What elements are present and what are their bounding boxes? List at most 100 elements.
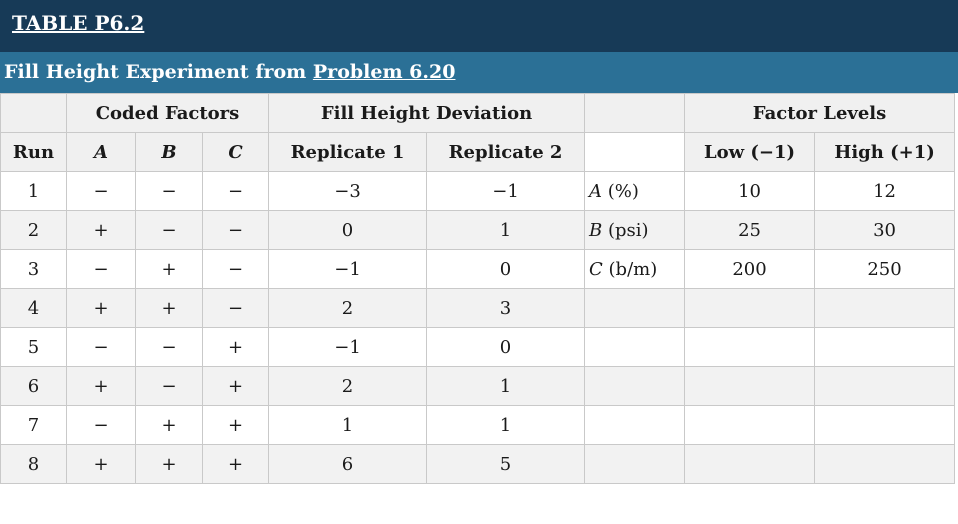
header-blank-factor-2 [584,132,686,172]
high-level-cell: 30 [814,210,956,250]
factor-b-cell: + [135,288,203,328]
header-row-1: Coded Factors Fill Height Deviation Fact… [0,93,956,133]
factor-c-cell: + [201,444,270,484]
factor-c-cell: + [201,405,270,445]
high-level-cell [814,327,956,367]
header-blank-run [0,93,67,133]
table-row: 5− − + −1 0 [0,327,956,367]
table-caption-bar: Fill Height Experiment from Problem 6.20 [0,52,958,93]
problem-link[interactable]: Problem 6.20 [312,61,456,83]
table-row: 8 + + +6 5 [0,444,956,484]
replicate-1-cell: 2 [268,288,428,328]
factor-a-cell: + [66,210,136,250]
replicate-2-cell: 0 [426,249,586,289]
replicate-2-cell: −1 [426,171,586,211]
fill-height-table: Coded Factors Fill Height Deviation Fact… [0,93,956,484]
factor-a-cell: + [66,444,136,484]
low-level-cell [684,444,816,484]
replicate-1-cell: 1 [268,405,428,445]
header-blank-factor [584,93,686,133]
low-level-cell [684,288,816,328]
factor-label-cell [584,327,686,367]
high-level-cell [814,405,956,445]
header-b: B [135,132,203,172]
factor-c-cell: + [201,327,270,367]
table-row: 7− + +1 1 [0,405,956,445]
high-level-cell [814,288,956,328]
factor-unit: (psi) [602,219,649,241]
factor-label-cell [584,405,686,445]
factor-b-cell: − [135,327,203,367]
factor-label-cell: C (b/m) [584,249,686,289]
factor-c-cell: − [201,171,270,211]
high-level-cell: 250 [814,249,956,289]
table-row: 2 + − −0 1 B (psi) 25 30 [0,210,956,250]
caption-prefix: Fill Height Experiment from [4,61,313,83]
factor-unit: (%) [602,180,639,202]
table-label: TABLE P6.2 [12,11,145,35]
table-row: 4 + + −2 3 [0,288,956,328]
replicate-2-cell: 1 [426,405,586,445]
header-a: A [66,132,136,172]
factor-unit: (b/m) [602,258,658,280]
factor-a-cell: − [66,249,136,289]
run-cell: 3 [0,249,67,289]
factor-symbol: C [589,258,603,280]
header-c: C [201,132,270,172]
high-level-cell [814,444,956,484]
factor-b-cell: − [135,366,203,406]
run-cell: 1 [0,171,67,211]
run-cell: 7 [0,405,67,445]
factor-symbol: B [589,219,603,241]
run-cell: 2 [0,210,67,250]
header-run: Run [0,132,67,172]
replicate-2-cell: 0 [426,327,586,367]
factor-label-cell [584,288,686,328]
table-row: 3− + − −1 0 C (b/m) 200 250 [0,249,956,289]
replicate-1-cell: 2 [268,366,428,406]
factor-b-cell: − [135,210,203,250]
replicate-2-cell: 3 [426,288,586,328]
header-replicate-2: Replicate 2 [426,132,586,172]
run-cell: 6 [0,366,67,406]
low-level-cell: 25 [684,210,816,250]
header-replicate-1: Replicate 1 [268,132,428,172]
factor-label-cell [584,444,686,484]
table-row: 1− − − −3 −1 A (%) 10 12 [0,171,956,211]
high-level-cell: 12 [814,171,956,211]
table-row: 6 + − +2 1 [0,366,956,406]
factor-a-cell: − [66,327,136,367]
low-level-cell [684,405,816,445]
factor-b-cell: + [135,249,203,289]
factor-a-cell: + [66,288,136,328]
factor-label-cell [584,366,686,406]
header-fill-height-deviation: Fill Height Deviation [268,93,586,133]
header-row-2: Run A B C Replicate 1 Replicate 2 Low (−… [0,132,956,172]
low-level-cell: 200 [684,249,816,289]
high-level-cell [814,366,956,406]
replicate-1-cell: 6 [268,444,428,484]
factor-c-cell: − [201,288,270,328]
low-level-cell: 10 [684,171,816,211]
factor-a-cell: − [66,171,136,211]
header-high: High (+1) [814,132,956,172]
factor-c-cell: − [201,249,270,289]
table-title-bar: TABLE P6.2 [0,0,958,52]
factor-b-cell: + [135,405,203,445]
replicate-1-cell: −3 [268,171,428,211]
low-level-cell [684,366,816,406]
replicate-1-cell: −1 [268,249,428,289]
header-coded-factors: Coded Factors [65,93,270,133]
factor-label-cell: B (psi) [584,210,686,250]
replicate-2-cell: 1 [426,366,586,406]
replicate-1-cell: 0 [268,210,428,250]
run-cell: 4 [0,288,67,328]
replicate-2-cell: 1 [426,210,586,250]
factor-a-cell: + [66,366,136,406]
factor-symbol: A [589,180,603,202]
replicate-1-cell: −1 [268,327,428,367]
header-factor-levels: Factor Levels [684,93,956,133]
factor-a-cell: − [66,405,136,445]
factor-b-cell: − [135,171,203,211]
header-low: Low (−1) [684,132,816,172]
